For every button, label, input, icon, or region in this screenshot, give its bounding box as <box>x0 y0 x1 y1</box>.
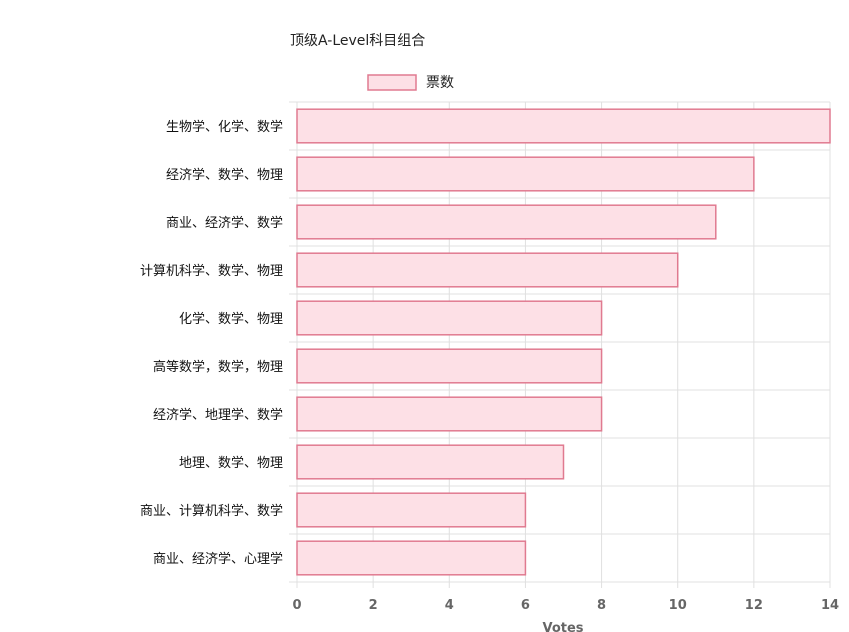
bar[interactable] <box>296 444 565 480</box>
bar[interactable] <box>296 252 679 288</box>
x-tick-labels: 0 2 4 6 8 10 12 14 <box>292 598 839 613</box>
category-label: 高等数学，数学，物理 <box>153 359 283 375</box>
x-tick-label: 2 <box>369 598 378 613</box>
category-label: 计算机科学、数学、物理 <box>140 263 283 279</box>
category-labels: 生物学、化学、数学经济学、数学、物理商业、经济学、数学计算机科学、数学、物理化学… <box>140 119 283 567</box>
x-tick-label: 12 <box>745 598 763 613</box>
category-label: 经济学、地理学、数学 <box>153 407 283 423</box>
bar[interactable] <box>296 300 603 336</box>
category-label: 商业、经济学、心理学 <box>153 551 283 567</box>
legend[interactable]: 票数 <box>367 74 454 91</box>
bar[interactable] <box>296 540 527 576</box>
x-tick-label: 10 <box>669 598 687 613</box>
chart-title: 顶级A-Level科目组合 <box>290 33 425 49</box>
bar[interactable] <box>296 204 717 240</box>
bar[interactable] <box>296 348 603 384</box>
category-label: 商业、计算机科学、数学 <box>140 503 283 519</box>
category-label: 经济学、数学、物理 <box>166 167 283 183</box>
x-tick-label: 0 <box>292 598 301 613</box>
category-label: 生物学、化学、数学 <box>166 119 283 135</box>
bars <box>296 108 831 576</box>
bar[interactable] <box>296 108 831 144</box>
legend-label: 票数 <box>426 75 454 91</box>
category-label: 化学、数学、物理 <box>179 311 283 327</box>
bar[interactable] <box>296 396 603 432</box>
bar[interactable] <box>296 492 527 528</box>
x-tick-label: 14 <box>821 598 839 613</box>
x-tick-label: 6 <box>521 598 530 613</box>
category-label: 商业、经济学、数学 <box>166 215 283 231</box>
bar[interactable] <box>296 156 755 192</box>
x-tick-label: 4 <box>445 598 454 613</box>
legend-swatch <box>367 74 417 91</box>
x-tick-label: 8 <box>597 598 606 613</box>
category-label: 地理、数学、物理 <box>179 455 283 471</box>
x-axis-title: Votes <box>542 621 583 632</box>
